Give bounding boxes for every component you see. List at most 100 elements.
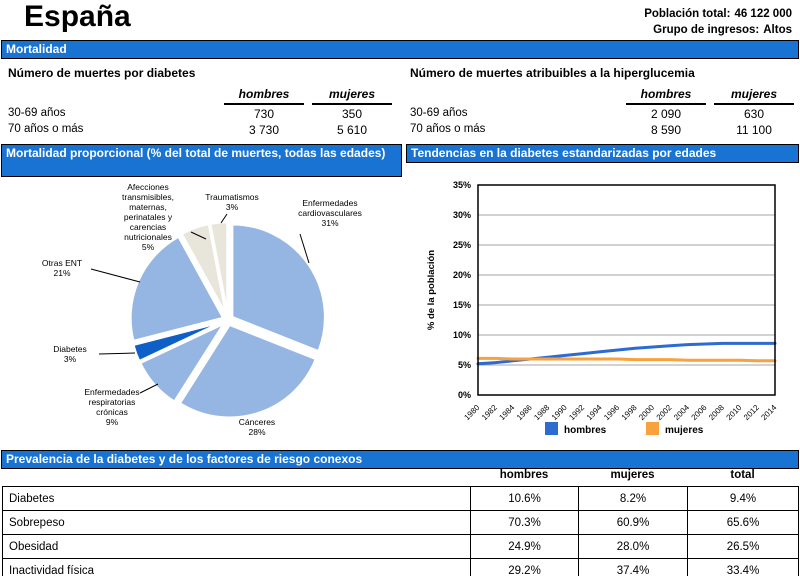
pie-slice [138, 320, 228, 404]
cell-value: 10.6% [470, 486, 579, 511]
cell-value: 5 610 [336, 123, 368, 137]
prevalence-table: Diabetes 10.6% 8.2% 9.4% Sobrepeso 70.3%… [2, 486, 799, 576]
cell-value: 26.5% [687, 534, 799, 559]
section-header-proportional-mortality: Mortalidad proporcional (% del total de … [1, 144, 402, 177]
x-axis-tick-label: 2008 [707, 403, 726, 422]
plot-background [478, 185, 775, 395]
cell-value: 60.9% [578, 510, 688, 535]
income-group-value: Altos [763, 24, 792, 36]
y-axis-tick-label: 20% [453, 270, 471, 280]
column-header-hombres: hombres [626, 87, 706, 105]
trend-line-mujeres [476, 356, 777, 363]
cell-value: 33.4% [687, 558, 799, 576]
pie-slice [129, 234, 226, 343]
population-total-label: Población total: [644, 8, 731, 20]
pie-slice-label: Enfermedades cardiovasculares 31% [298, 198, 362, 228]
row-label: 30-69 años [8, 107, 66, 119]
row-label: 30-69 años [410, 107, 468, 119]
deaths-hyperglycemia-title: Número de muertes atribuibles a la hiper… [410, 66, 695, 80]
cell-value: 8.2% [578, 486, 688, 511]
x-axis-tick-label: 1986 [515, 403, 534, 422]
deaths-hyperglycemia-table: Número de muertes atribuibles a la hiper… [410, 66, 798, 137]
cell-value: 630 [743, 107, 765, 121]
table-row: Obesidad 24.9% 28.0% 26.5% [2, 534, 799, 559]
x-axis-tick-label: 1990 [550, 403, 569, 422]
line-chart: 0% 5% 10% 15% 20% 25% 30% 35% % de la población 1… [426, 180, 779, 436]
header-info: Población total: 46 122 000 Grupo de ingr… [644, 6, 792, 38]
x-axis-tick-label: 2004 [672, 403, 691, 422]
x-axis-tick-label: 1984 [497, 403, 516, 422]
legend-label-hombres: hombres [564, 425, 607, 436]
legend-swatch-mujeres [646, 422, 659, 435]
row-label: Inactividad física [2, 558, 471, 576]
x-axis-tick-label: 1996 [602, 403, 621, 422]
row-label: Sobrepeso [2, 510, 471, 535]
deaths-by-diabetes-grid: hombres mujeres 30-69 años 730 350 70 añ… [8, 87, 396, 137]
cell-value: 24.9% [470, 534, 579, 559]
prevalence-column-headers: hombres mujeres total [2, 469, 798, 485]
y-axis-title: % de la población [426, 250, 437, 330]
pie-label-leader-line [190, 231, 207, 240]
row-label: Diabetes [2, 486, 471, 511]
column-header-hombres: hombres [499, 469, 549, 481]
cell-value: 29.2% [470, 558, 579, 576]
population-total: Población total: 46 122 000 [644, 6, 792, 22]
population-total-value: 46 122 000 [734, 8, 792, 20]
cell-value: 9.4% [687, 486, 799, 511]
pie-slice [230, 222, 327, 354]
table-row: Diabetes 10.6% 8.2% 9.4% [2, 486, 799, 511]
pie-label-leader-line [139, 383, 159, 394]
x-axis-tick-label: 2012 [742, 403, 761, 422]
legend-swatch-hombres [545, 422, 558, 435]
cell-value: 3 730 [248, 123, 280, 137]
pie-slice-label: Cánceres 28% [239, 417, 275, 437]
pie-slice-label: Traumatismos 3% [205, 192, 259, 212]
column-header-hombres: hombres [224, 87, 304, 105]
pie-label-leader-line [90, 268, 141, 283]
column-header-mujeres: mujeres [610, 469, 655, 481]
pie-slice [179, 222, 228, 316]
cell-value: 8 590 [650, 123, 682, 137]
cell-value: 350 [341, 107, 363, 121]
x-axis-tick-label: 1998 [620, 403, 639, 422]
y-axis-tick-label: 30% [453, 210, 471, 220]
column-header-mujeres: mujeres [714, 87, 794, 105]
pie-slice-label: Afecciones transmisibles, maternas, perinat… [122, 182, 174, 252]
x-axis-tick-label: 2002 [655, 403, 674, 422]
y-axis-tick-label: 0% [458, 390, 471, 400]
x-axis-tick-label: 1992 [567, 403, 586, 422]
y-axis-tick-label: 35% [453, 180, 471, 190]
x-axis-tick-label: 1988 [532, 403, 551, 422]
legend-label-mujeres: mujeres [665, 425, 704, 436]
y-axis-tick-label: 15% [453, 300, 471, 310]
deaths-by-diabetes-table: Número de muertes por diabetes hombres m… [8, 66, 396, 137]
income-group: Grupo de ingresos: Altos [644, 22, 792, 38]
column-header-total: total [730, 469, 755, 481]
pie-slice-label: Enfermedades respiratorias crónicas 9% [84, 387, 139, 427]
x-axis-tick-label: 2010 [725, 403, 744, 422]
y-axis-tick-label: 25% [453, 240, 471, 250]
pie-slice-label: Otras ENT 21% [42, 258, 82, 278]
pie-slice [131, 320, 224, 363]
cell-value: 28.0% [578, 534, 688, 559]
column-header-mujeres: mujeres [312, 87, 392, 105]
x-axis-tick-label: 2014 [759, 403, 778, 422]
cell-value: 11 100 [736, 123, 772, 137]
cell-value: 70.3% [470, 510, 579, 535]
income-group-label: Grupo de ingresos: [653, 24, 760, 36]
section-header-mortality: Mortalidad [1, 40, 799, 59]
plot-border [477, 184, 776, 396]
row-label: 70 años o más [410, 123, 486, 135]
section-header-diabetes-trends: Tendencias en la diabetes estandarizadas… [406, 144, 799, 163]
table-row: Sobrepeso 70.3% 60.9% 65.6% [2, 510, 799, 535]
cell-value: 37.4% [578, 558, 688, 576]
pie-label-leader-line [220, 213, 228, 224]
cell-value: 2 090 [650, 107, 682, 121]
pie-slice [208, 220, 229, 316]
pie-chart: Enfermedades cardiovasculares 31% Cánceres 2… [42, 182, 362, 437]
y-axis-tick-label: 10% [453, 330, 471, 340]
y-axis-tick-label: 5% [458, 360, 471, 370]
pie-label-leader-line [299, 233, 310, 264]
x-axis-tick-label: 1982 [480, 403, 499, 422]
